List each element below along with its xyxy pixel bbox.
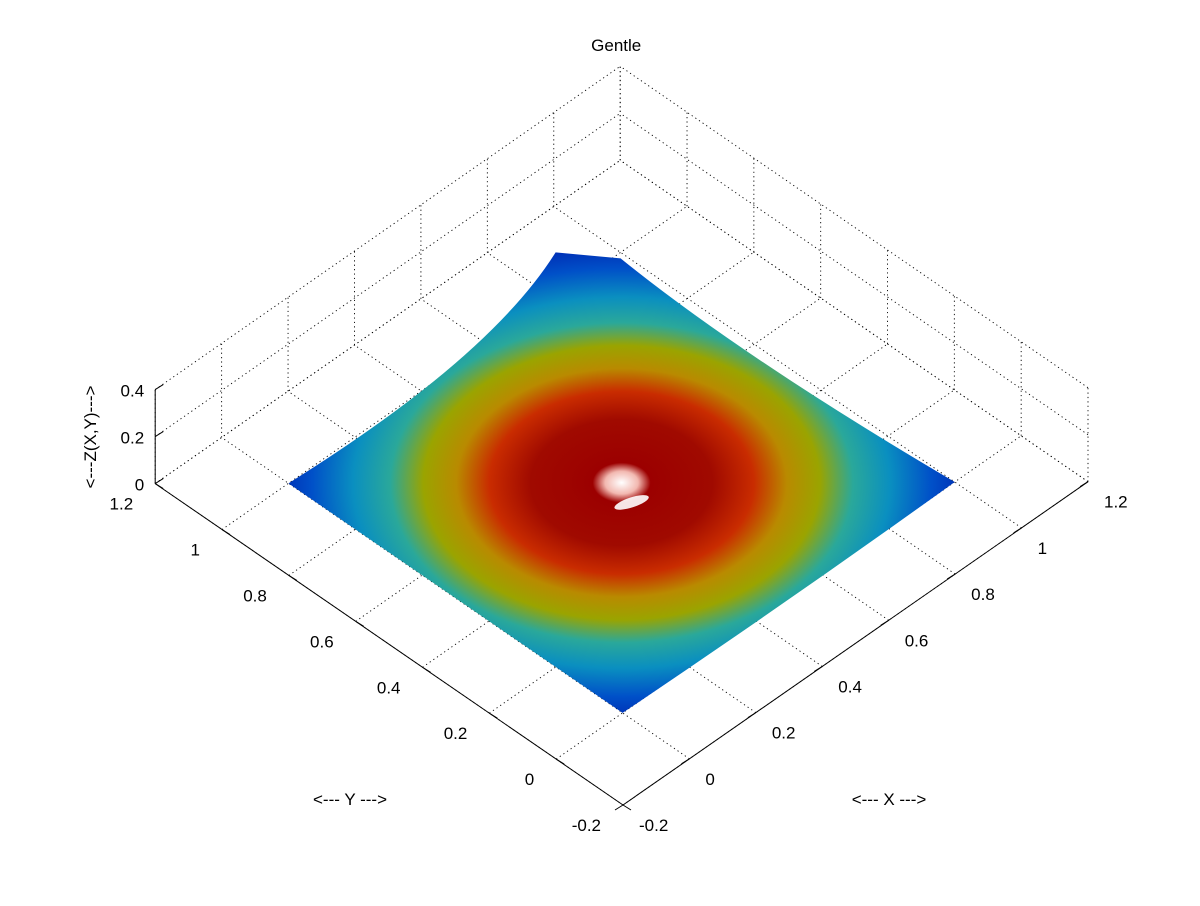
y-tick-mark [355, 620, 364, 627]
x-axis-title: <--- X ---> [852, 790, 927, 809]
y-tick-label: 1 [191, 541, 200, 560]
wall-y-grid-horizontal [154, 112, 621, 437]
y-tick-label: 0 [525, 770, 534, 789]
wall-y-grid-horizontal [154, 65, 621, 390]
z-tick-label: 0 [135, 476, 144, 495]
y-axis-line [154, 483, 624, 806]
y-tick-mark [489, 712, 498, 719]
x-tick-label: 0.4 [838, 677, 862, 696]
y-tick-label: -0.2 [572, 816, 601, 835]
y-tick-mark [422, 666, 431, 673]
y-tick-mark [221, 529, 231, 535]
x-tick-label: 1 [1038, 539, 1047, 558]
y-axis-title: <--- Y ---> [313, 790, 387, 809]
x-tick-mark [880, 619, 889, 626]
y-tick-mark [622, 804, 632, 811]
x-tick-mark [946, 573, 956, 580]
chart-title: Gentle [591, 36, 641, 55]
surface-peak-highlight [614, 495, 649, 510]
x-tick-label: 0.6 [905, 631, 929, 650]
label-layer: -0.2 0 0.2 0.4 0.6 0.8 1 1.2 -0.2 0 0.2 0.4 0.6 0.8 1 1… [81, 36, 1128, 835]
z-tick-label: 0.2 [121, 429, 145, 448]
y-tick-label: 1.2 [110, 495, 134, 514]
x-tick-mark [614, 804, 624, 811]
x-tick-mark [1013, 527, 1022, 534]
y-tick-label: 0.6 [310, 632, 334, 651]
y-tick-label: 0.8 [243, 586, 267, 605]
z-axis-title: <---Z(X,Y)---> [81, 385, 100, 488]
x-tick-mark [814, 666, 823, 672]
z-tick-mark [154, 478, 164, 485]
x-tick-label: 0.8 [971, 585, 995, 604]
x-tick-label: 0.2 [772, 724, 796, 743]
y-tick-mark [154, 483, 164, 490]
x-tick-mark [747, 712, 757, 719]
x-axis-line [622, 481, 1089, 806]
x-tick-label: 0 [705, 770, 714, 789]
y-tick-mark [288, 575, 298, 581]
x-tick-label: -0.2 [639, 816, 668, 835]
wall-y-grid-horizontal [154, 159, 621, 484]
x-tick-mark [681, 758, 690, 765]
z-tick-mark [154, 384, 164, 391]
axis-layer [154, 384, 1089, 811]
surface-plot [288, 252, 955, 713]
y-tick-mark [555, 758, 565, 765]
surface-layer [288, 252, 955, 713]
y-tick-label: 0.2 [444, 724, 468, 743]
x-tick-mark [1079, 481, 1089, 488]
z-tick-mark [154, 431, 164, 438]
z-tick-label: 0.4 [121, 382, 145, 401]
x-tick-label: 1.2 [1104, 493, 1128, 512]
y-tick-label: 0.4 [377, 678, 401, 697]
